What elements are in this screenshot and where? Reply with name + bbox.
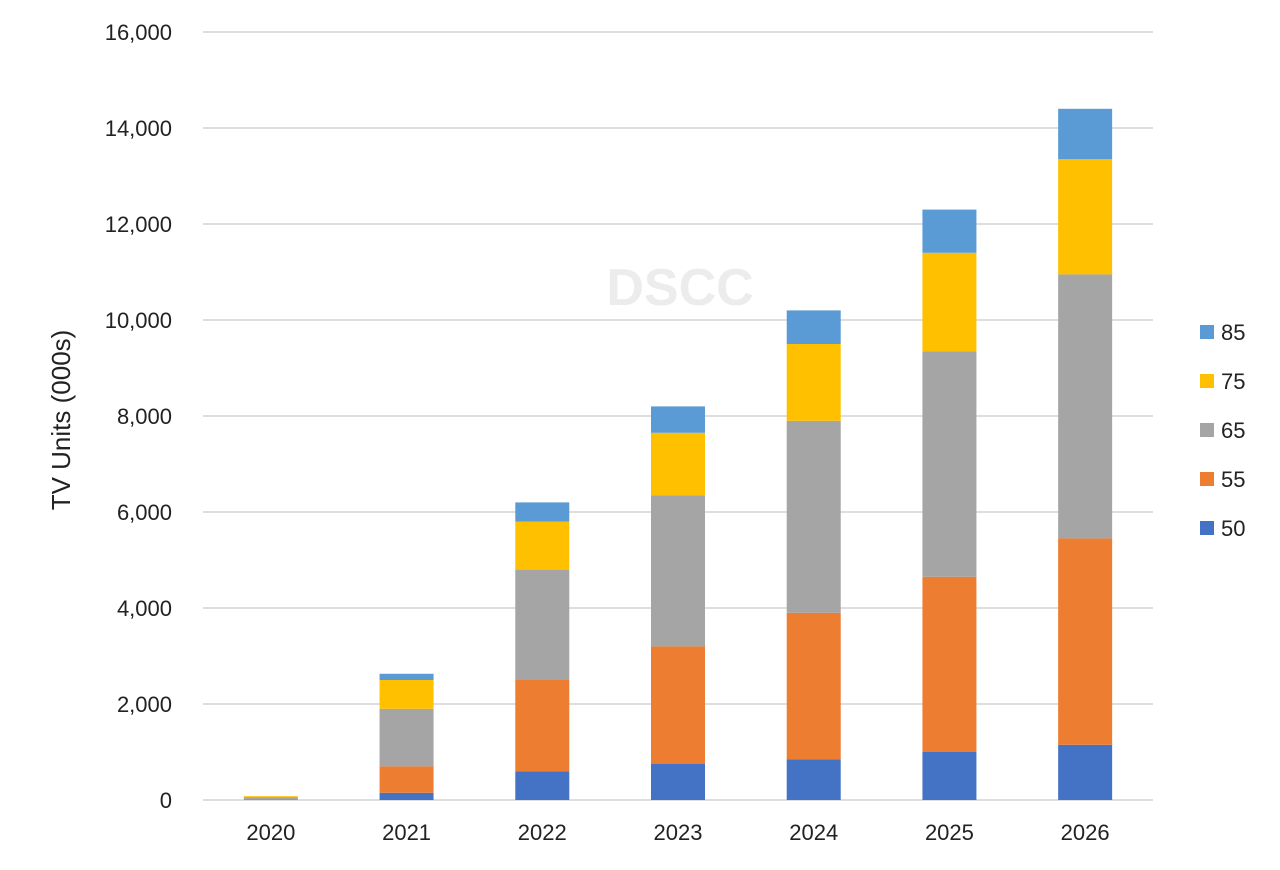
bar-2021-55: [379, 766, 434, 793]
y-tick-label: 8,000: [117, 404, 172, 429]
bar-2020-55: [243, 799, 298, 800]
y-tick-label: 6,000: [117, 500, 172, 525]
bar-2024-55: [786, 612, 841, 760]
bar-2021-65: [379, 708, 434, 767]
x-tick-label-2022: 2022: [518, 820, 567, 845]
bars: [243, 108, 1113, 800]
x-axis-ticks: 2020 2021 2022 2023 2024 2025 2026: [246, 820, 1109, 845]
bar-2026-50: [1058, 744, 1113, 800]
y-axis-title: TV Units (000s): [46, 330, 76, 511]
bar-2025-50: [922, 752, 977, 800]
bar-2023-75: [651, 432, 705, 496]
y-tick-label: 12,000: [105, 212, 172, 237]
legend-swatch-85: [1200, 325, 1214, 339]
bar-2022-75: [515, 521, 570, 570]
bar-2021-85: [379, 673, 434, 680]
bar-2023-50: [651, 764, 705, 800]
bar-2026-65: [1058, 274, 1113, 539]
bar-2020-75: [243, 796, 298, 798]
x-tick-label-2025: 2025: [925, 820, 974, 845]
y-axis-ticks: 0 2,000 4,000 6,000 8,000 10,000 12,000 14,000 1…: [105, 20, 172, 813]
legend: 85 75 65 55 50: [1200, 320, 1245, 541]
legend-label-75: 75: [1221, 369, 1245, 394]
bar-2022-50: [515, 771, 570, 800]
bar-2020-65: [243, 797, 298, 800]
bar-2022-85: [515, 502, 570, 522]
bar-2022-65: [515, 569, 570, 680]
bar-2024-85: [786, 310, 841, 344]
legend-label-55: 55: [1221, 467, 1245, 492]
bar-2024-50: [786, 759, 841, 800]
y-tick-label: 4,000: [117, 596, 172, 621]
bar-2023-85: [651, 406, 705, 433]
legend-swatch-55: [1200, 472, 1214, 486]
legend-label-65: 65: [1221, 418, 1245, 443]
x-tick-label-2023: 2023: [654, 820, 703, 845]
bar-2024-75: [786, 344, 841, 421]
bar-2024-65: [786, 420, 841, 613]
x-tick-label-2024: 2024: [789, 820, 838, 845]
bar-2025-75: [922, 252, 977, 352]
bar-2021-75: [379, 680, 434, 709]
bar-2026-55: [1058, 538, 1113, 745]
bar-2025-85: [922, 209, 977, 253]
x-tick-label-2021: 2021: [382, 820, 431, 845]
bar-2025-65: [922, 351, 977, 577]
y-tick-label: 0: [160, 788, 172, 813]
bar-2023-55: [651, 646, 705, 764]
legend-label-50: 50: [1221, 516, 1245, 541]
x-tick-label-2026: 2026: [1061, 820, 1110, 845]
legend-label-85: 85: [1221, 320, 1245, 345]
bar-2025-55: [922, 576, 977, 752]
y-tick-label: 16,000: [105, 20, 172, 45]
bar-2026-75: [1058, 159, 1113, 275]
legend-swatch-75: [1200, 374, 1214, 388]
bar-2023-65: [651, 495, 705, 647]
bar-2022-55: [515, 680, 570, 772]
bar-2026-85: [1058, 108, 1113, 160]
bar-2021-50: [379, 792, 434, 800]
x-tick-label-2020: 2020: [246, 820, 295, 845]
y-tick-label: 14,000: [105, 116, 172, 141]
y-tick-label: 10,000: [105, 308, 172, 333]
y-tick-label: 2,000: [117, 692, 172, 717]
legend-swatch-50: [1200, 521, 1214, 535]
watermark: DSCC: [606, 259, 753, 317]
legend-swatch-65: [1200, 423, 1214, 437]
